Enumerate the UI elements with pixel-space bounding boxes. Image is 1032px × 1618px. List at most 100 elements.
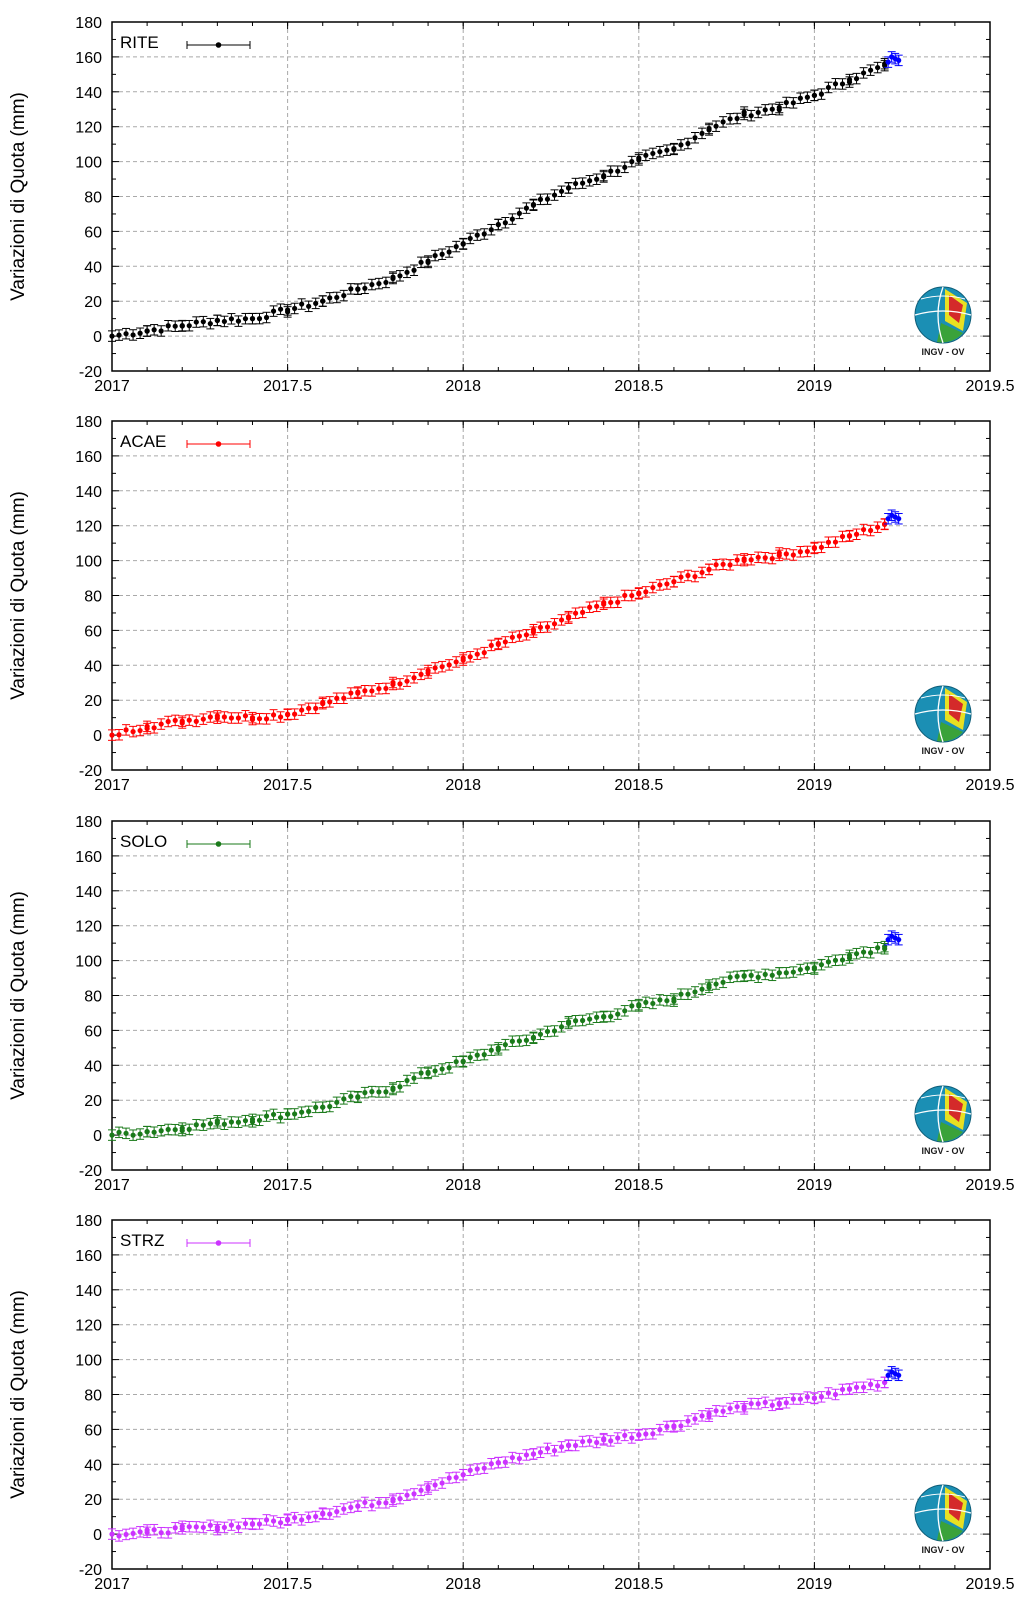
data-point [411, 1075, 417, 1081]
data-point [411, 675, 417, 681]
data-point [544, 1445, 551, 1452]
data-point [165, 1126, 171, 1133]
data-point [383, 279, 389, 286]
data-point [692, 989, 698, 995]
data-point [474, 232, 480, 238]
y-tick-label: 120 [75, 120, 102, 137]
data-point [193, 718, 199, 724]
data-point [263, 314, 270, 321]
data-point [123, 1531, 129, 1538]
data-point [846, 955, 853, 961]
data-point [207, 714, 213, 720]
data-point [369, 688, 375, 694]
data-point [116, 1129, 122, 1135]
data-point [165, 718, 171, 725]
data-point [544, 624, 551, 630]
data-point [875, 1383, 881, 1389]
data-point [601, 1436, 607, 1442]
data-point [572, 610, 579, 616]
plot-frame [111, 21, 991, 372]
plot-frame [111, 1219, 991, 1570]
data-point [860, 70, 867, 76]
data-point [144, 328, 150, 334]
data-point [425, 259, 431, 266]
x-tick-label: 2019 [797, 1177, 833, 1194]
data-point [249, 1521, 256, 1527]
data-point [109, 732, 115, 738]
globe-red-segment [949, 1094, 963, 1122]
data-point [453, 1059, 459, 1065]
data-point [853, 531, 860, 537]
data-point [558, 1444, 565, 1450]
data-point [748, 972, 754, 978]
data-point [727, 116, 733, 122]
data-point [327, 295, 333, 301]
data-point [256, 1521, 263, 1527]
data-point [811, 966, 818, 972]
series-rite [108, 57, 889, 342]
data-point [699, 986, 705, 992]
legend-label: RITE [120, 33, 159, 52]
data-point [509, 216, 515, 222]
data-point [699, 1413, 705, 1419]
data-point [249, 1119, 256, 1125]
data-point [390, 1498, 396, 1504]
data-point [221, 1524, 227, 1531]
y-tick-label: 120 [75, 519, 102, 536]
data-point [390, 274, 396, 280]
data-point [348, 1093, 354, 1100]
data-point [263, 1113, 270, 1119]
x-tick-label: 2019 [797, 777, 833, 794]
data-point [502, 1459, 508, 1465]
data-point [762, 107, 768, 113]
data-point [671, 1424, 677, 1430]
data-point [474, 1466, 480, 1472]
data-point [397, 273, 403, 279]
data-point [137, 1131, 143, 1137]
data-point [896, 937, 902, 943]
data-point [144, 1129, 150, 1135]
data-point [825, 959, 832, 965]
data-point [277, 714, 284, 720]
data-point [334, 1509, 340, 1515]
data-point [235, 715, 242, 721]
data-point [699, 569, 705, 576]
data-point [797, 1396, 803, 1402]
data-point [292, 711, 298, 717]
legend-marker [215, 841, 222, 847]
y-tick-label: -20 [79, 1562, 102, 1579]
data-point [558, 1024, 565, 1030]
data-point [601, 1014, 607, 1020]
data-point [214, 1527, 220, 1533]
y-tick-label: 180 [75, 15, 102, 32]
data-point [516, 210, 522, 216]
x-tick-label: 2018 [445, 777, 481, 794]
data-point [811, 92, 818, 99]
data-point [776, 1401, 782, 1407]
data-point [130, 1132, 136, 1138]
y-tick-label: 20 [84, 1093, 102, 1110]
globe-meridian [914, 310, 972, 316]
data-point [432, 665, 438, 671]
data-point [587, 178, 593, 184]
data-point [657, 149, 663, 155]
data-point [446, 249, 452, 255]
data-point [720, 119, 726, 125]
data-point [158, 1128, 164, 1134]
data-point [179, 1523, 185, 1529]
data-point [292, 1111, 298, 1117]
data-point [629, 159, 635, 165]
data-point [692, 573, 698, 580]
x-tick-label: 2017.5 [263, 1177, 312, 1194]
data-point [341, 695, 347, 701]
data-point [228, 715, 235, 721]
data-point [769, 972, 775, 978]
data-point [706, 566, 712, 573]
globe-red-segment [949, 1493, 963, 1521]
x-tick-label: 2019.5 [966, 378, 1015, 395]
data-point [341, 1506, 347, 1512]
x-tick-label: 2018.5 [614, 1576, 663, 1593]
data-point [875, 524, 881, 530]
y-tick-label: -20 [79, 1163, 102, 1180]
